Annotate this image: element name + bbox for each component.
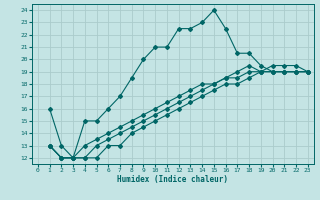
X-axis label: Humidex (Indice chaleur): Humidex (Indice chaleur) <box>117 175 228 184</box>
